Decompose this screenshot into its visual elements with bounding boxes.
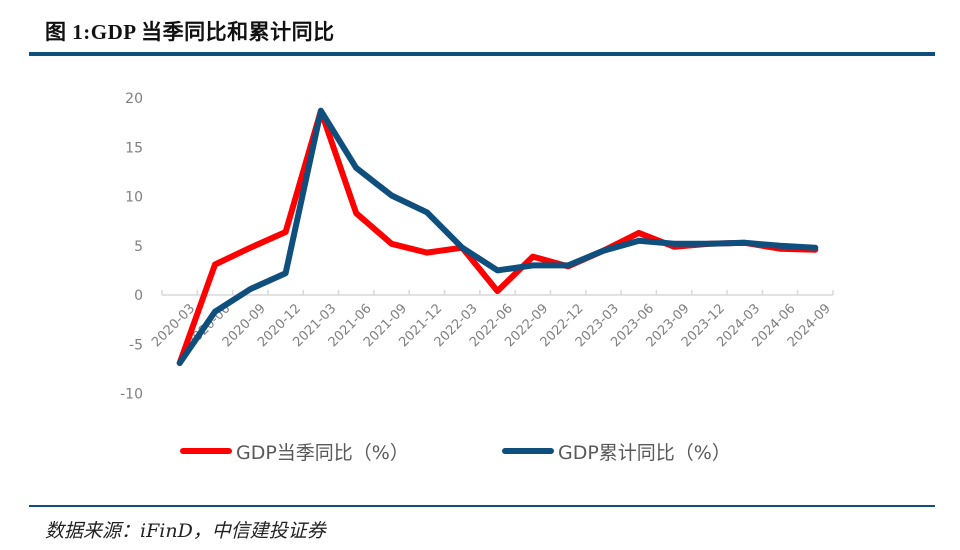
source-note: 数据来源：iFinD，中信建投证券 xyxy=(45,520,326,542)
y-tick-label: 15 xyxy=(125,140,143,156)
y-tick-label: 5 xyxy=(134,239,143,255)
y-axis-ticks: 20 15 10 5 0 -5 -10 xyxy=(120,91,143,403)
title-rule xyxy=(29,52,935,56)
legend-label-quarterly: GDP当季同比（%） xyxy=(236,441,409,464)
series-layer xyxy=(176,107,819,366)
y-tick-label: 20 xyxy=(125,91,143,107)
legend-item-cumulative: GDP累计同比（%） xyxy=(502,436,731,466)
source-rule xyxy=(29,505,935,507)
y-tick-label: -5 xyxy=(129,337,143,353)
legend-label-cumulative: GDP累计同比（%） xyxy=(558,441,731,464)
figure-title: 图 1:GDP 当季同比和累计同比 xyxy=(45,20,335,44)
x-axis-tick-labels: 2020-032020-062020-092020-122021-032021-… xyxy=(149,301,834,350)
y-tick-label: -10 xyxy=(120,387,143,403)
legend-swatch-cumulative xyxy=(502,448,554,454)
legend-item-quarterly: GDP当季同比（%） xyxy=(180,436,409,466)
y-tick-label: 0 xyxy=(134,288,143,304)
legend-swatch-quarterly xyxy=(180,448,232,454)
y-tick-label: 10 xyxy=(125,190,143,206)
x-axis xyxy=(161,290,834,296)
